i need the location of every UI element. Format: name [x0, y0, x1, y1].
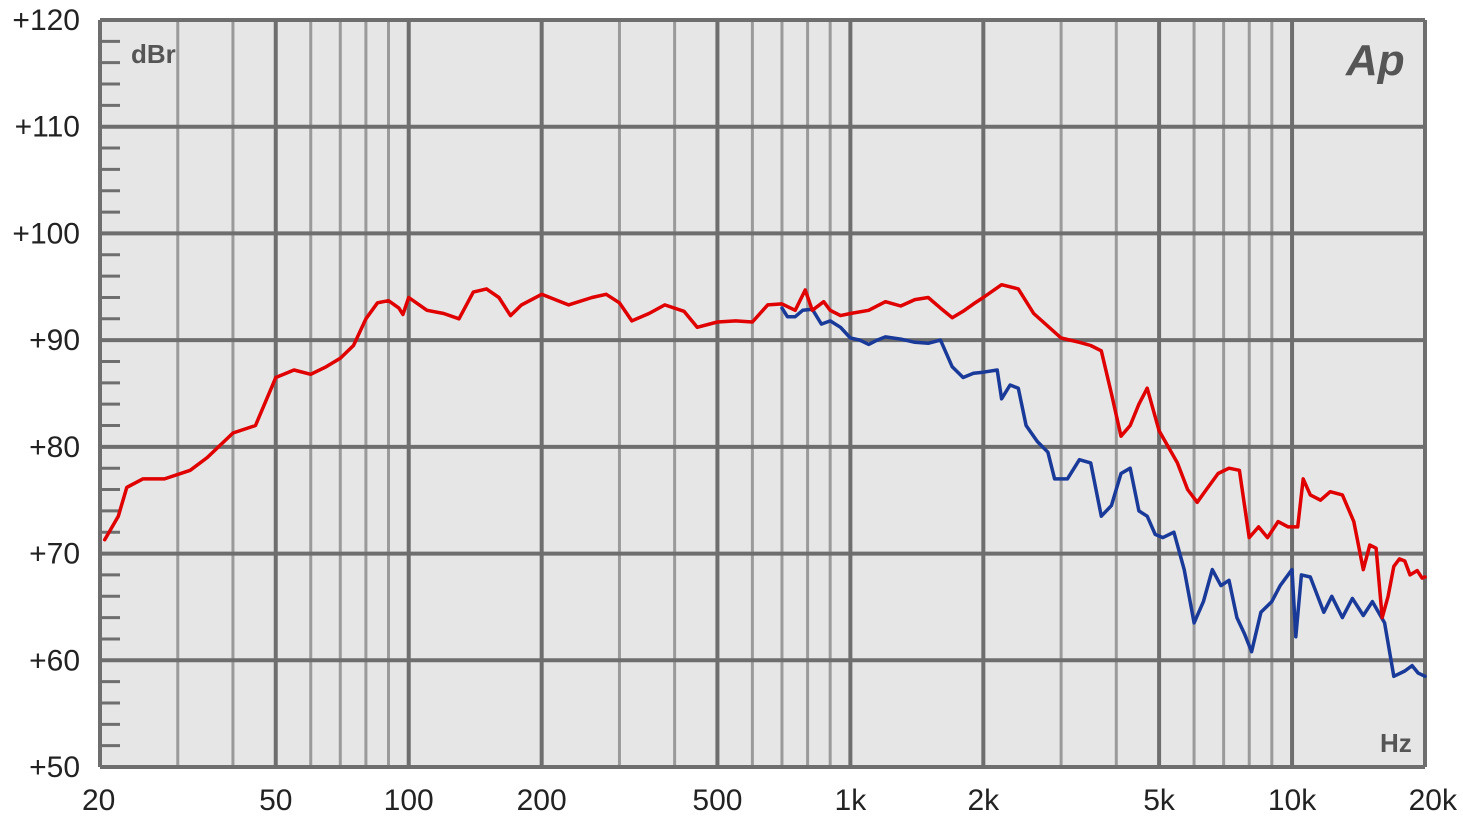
series-group — [102, 282, 1427, 679]
x-tick-labels: 20 50 100 200 500 1k 2k 5k 10k 20k — [82, 784, 1458, 817]
x-axis-unit-label: Hz — [1380, 728, 1412, 758]
x-tick-label: 2k — [967, 784, 1000, 817]
y-axis-unit-label: dBr — [131, 39, 176, 69]
x-tick-label: 200 — [517, 784, 567, 817]
x-tick-label: 50 — [259, 784, 292, 817]
plot-background — [100, 20, 1425, 767]
x-tick-label: 10k — [1268, 784, 1317, 817]
x-tick-label: 1k — [835, 784, 868, 817]
y-minor-ticks — [100, 39, 120, 748]
y-tick-label: +80 — [29, 431, 80, 464]
series-line-red — [102, 282, 1427, 620]
y-tick-label: +70 — [29, 538, 80, 571]
minor-grid — [176, 20, 1274, 767]
x-tick-label: 20 — [82, 784, 115, 817]
y-tick-label: +90 — [29, 324, 80, 357]
y-tick-labels: +120 +110 +100 +90 +80 +70 +60 +50 — [12, 4, 80, 784]
y-tick-label: +100 — [12, 217, 80, 250]
y-tick-label: +120 — [12, 4, 80, 37]
x-tick-label: 100 — [384, 784, 434, 817]
y-tick-label: +50 — [29, 751, 80, 784]
y-tick-label: +60 — [29, 644, 80, 677]
ap-logo: Ap — [1345, 36, 1405, 85]
y-tick-label: +110 — [15, 111, 80, 144]
series-line-blue — [780, 306, 1427, 679]
x-tick-label: 20k — [1409, 784, 1458, 817]
x-tick-label: 500 — [692, 784, 742, 817]
major-grid — [98, 18, 1427, 769]
x-tick-label: 5k — [1143, 784, 1176, 817]
